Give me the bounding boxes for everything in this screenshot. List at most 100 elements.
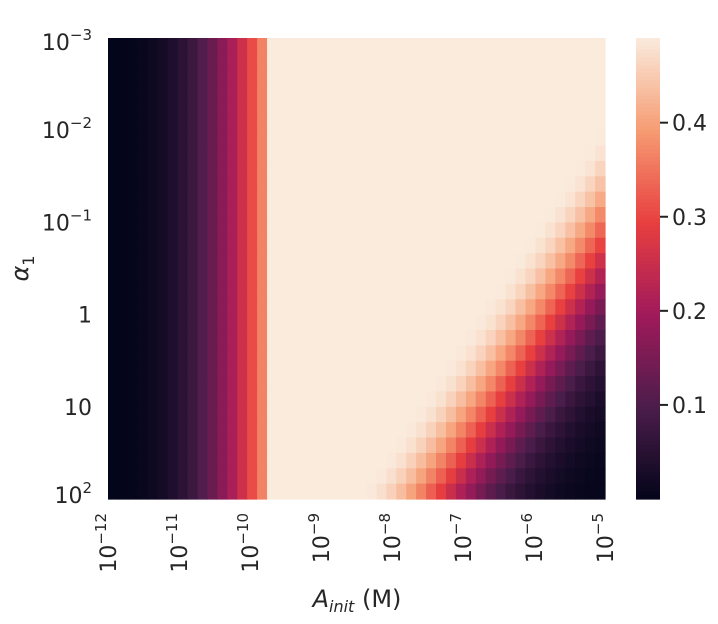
heatmap-cell (505, 99, 517, 116)
heatmap-cell (376, 176, 387, 193)
heatmap-cell (475, 114, 487, 131)
heatmap-cell (505, 114, 517, 131)
heatmap-cell (296, 468, 308, 485)
heatmap-cell (585, 99, 596, 116)
heatmap-cell (505, 253, 517, 270)
heatmap-cell (515, 360, 527, 377)
heatmap-cell (257, 68, 268, 85)
heatmap-cell (505, 145, 517, 162)
heatmap-cell (117, 130, 129, 147)
heatmap-cell (296, 391, 308, 408)
heatmap-cell (356, 99, 368, 116)
heatmap-cell (187, 437, 199, 454)
heatmap-cell (396, 68, 407, 85)
heatmap-cell (217, 38, 228, 54)
heatmap-cell (406, 283, 417, 300)
heatmap-cell (595, 207, 606, 223)
heatmap-cell (475, 329, 487, 346)
heatmap-cell (137, 360, 149, 377)
colorbar-segment (636, 118, 660, 124)
heatmap-cell (157, 329, 169, 346)
heatmap-cell (545, 84, 556, 101)
heatmap-cell (276, 391, 288, 408)
heatmap-cell (127, 38, 139, 54)
heatmap-cell (237, 145, 248, 162)
heatmap-cell (445, 329, 457, 346)
heatmap-cell (227, 130, 238, 147)
heatmap-cell (485, 114, 497, 131)
heatmap-cell (366, 114, 377, 131)
heatmap-cell (386, 299, 397, 316)
heatmap-cell (147, 422, 159, 439)
heatmap-cell (286, 207, 298, 223)
y-tick-label: 102 (54, 479, 92, 509)
heatmap-cell (525, 391, 537, 408)
heatmap-cell (157, 145, 169, 162)
heatmap-cell (276, 68, 288, 85)
heatmap-cell (525, 360, 537, 377)
heatmap-cell (167, 68, 179, 85)
heatmap-cell (257, 483, 268, 500)
heatmap-cell (197, 391, 208, 408)
heatmap-cell (545, 145, 556, 162)
heatmap-cell (505, 406, 517, 423)
heatmap-cell (217, 299, 228, 316)
heatmap-cell (356, 329, 368, 346)
heatmap-cell (396, 237, 407, 254)
heatmap-cell (396, 207, 407, 223)
heatmap-cell (336, 360, 348, 377)
heatmap-cell (306, 114, 318, 131)
heatmap-cell (426, 237, 437, 254)
heatmap-cell (396, 114, 407, 131)
heatmap-cell (207, 114, 218, 131)
heatmap-cell (465, 345, 477, 362)
heatmap-cell (366, 38, 377, 54)
heatmap-cell (167, 268, 179, 285)
heatmap-cell (306, 437, 318, 454)
heatmap-cell (465, 314, 477, 331)
heatmap-cell (535, 130, 546, 147)
heatmap-cell (356, 191, 368, 208)
colorbar-segment (636, 299, 660, 304)
heatmap-cell (117, 406, 129, 423)
heatmap-cell (386, 68, 397, 85)
heatmap-cell (406, 68, 417, 85)
heatmap-cell (386, 422, 397, 439)
heatmap-cell (565, 253, 576, 270)
heatmap-cell (565, 53, 576, 70)
heatmap-cell (108, 191, 119, 208)
heatmap-cell (465, 38, 477, 54)
heatmap-cell (346, 406, 358, 423)
colorbar-segment (636, 160, 660, 166)
heatmap-cell (416, 207, 427, 223)
heatmap-cell (406, 329, 417, 346)
heatmap-cell (137, 483, 149, 500)
heatmap-cell (366, 314, 377, 331)
heatmap-cell (515, 160, 527, 177)
heatmap-cell (565, 391, 576, 408)
heatmap-cell (525, 84, 537, 101)
heatmap-cell (117, 422, 129, 439)
heatmap-cell (336, 130, 348, 147)
heatmap-cell (416, 99, 427, 116)
heatmap-cell (376, 360, 387, 377)
heatmap-cell (207, 406, 218, 423)
heatmap-cell (545, 437, 556, 454)
heatmap-cell (286, 422, 298, 439)
heatmap-cell (595, 145, 606, 162)
colorbar-segment (636, 256, 660, 262)
heatmap-cell (555, 406, 566, 423)
heatmap-cell (416, 406, 427, 423)
heatmap-cell (555, 191, 566, 208)
y-tick-label: 10 (64, 396, 92, 421)
heatmap-cell (465, 222, 477, 239)
heatmap-cell (565, 237, 576, 254)
heatmap-cell (237, 406, 248, 423)
heatmap-cell (595, 222, 606, 239)
heatmap-cell (108, 391, 119, 408)
heatmap-cell (585, 299, 596, 316)
heatmap-cell (187, 237, 199, 254)
heatmap-cell (416, 84, 427, 101)
heatmap-cell (227, 391, 238, 408)
heatmap-cell (565, 406, 576, 423)
